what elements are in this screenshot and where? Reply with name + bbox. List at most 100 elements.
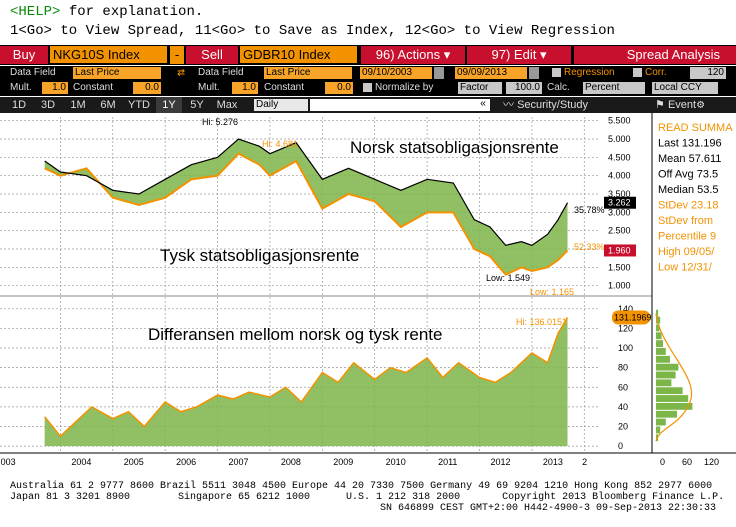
corr-value-input[interactable]: 120 <box>690 67 726 79</box>
y-tick-label: 100 <box>618 343 633 353</box>
y-tick-label: 120 <box>618 323 633 333</box>
summary-item: Mean 57.611 <box>658 153 721 165</box>
mult-label-1: Mult. <box>10 82 32 93</box>
hint-line: 1<Go> to View Spread, 11<Go> to Save as … <box>10 23 615 39</box>
security1-input[interactable]: NKG10S Index <box>50 46 167 63</box>
y-tick-label: 0 <box>618 441 623 451</box>
period-1d-button[interactable]: 1D <box>11 99 27 111</box>
annotation-hi-norsk: Hi: 5.276 <box>202 117 238 127</box>
summary-item: Last 131.196 <box>658 138 722 150</box>
constant-1-input[interactable]: 0.0 <box>133 82 161 94</box>
corr-checkbox[interactable] <box>633 68 642 77</box>
constant-2-input[interactable]: 0.0 <box>325 82 353 94</box>
y-tick-label: 20 <box>618 421 628 431</box>
ccy-select[interactable]: Local CCY <box>652 82 718 94</box>
hist-bar <box>656 316 661 324</box>
security-study-button[interactable]: 〰 Security/Study <box>503 97 588 113</box>
period-3d-button[interactable]: 3D <box>40 99 56 111</box>
data-field-2-select[interactable]: Last Price <box>264 67 352 79</box>
period-max-button[interactable]: Max <box>216 99 238 111</box>
summary-item: Off Avg 73.5 <box>658 169 718 181</box>
params-bar: Data Field Last Price ⇄ Data Field Last … <box>0 66 736 96</box>
chevron-down-icon: ▾ <box>539 47 547 62</box>
hist-bar <box>656 402 693 410</box>
buy-button[interactable]: Buy <box>0 46 48 64</box>
data-field-1-select[interactable]: Last Price <box>73 67 161 79</box>
y-tick-label: 3.000 <box>608 207 631 217</box>
annotation-low-tysk: Low: 1.165 <box>530 287 574 297</box>
annotation-norsk: Norsk statsobligasjonsrente <box>350 138 559 157</box>
period-5y-button[interactable]: 5Y <box>190 99 204 111</box>
annotation-hi-tysk: Hi: 4.681 <box>262 139 298 149</box>
hist-bar <box>656 410 677 418</box>
calendar-icon[interactable] <box>529 67 539 79</box>
y-tick-label: 80 <box>618 363 628 373</box>
factor-value-input[interactable]: 100.0 <box>506 82 542 94</box>
period-1y-button[interactable]: 1Y <box>156 97 182 113</box>
summary-panel <box>654 115 736 289</box>
regression-checkbox[interactable] <box>552 68 561 77</box>
hist-bar <box>656 418 666 426</box>
main-toolbar: Buy NKG10S Index - Sell GDBR10 Index 96)… <box>0 45 736 65</box>
annotation-diff: Differansen mellom norsk og tysk rente <box>148 325 442 344</box>
constant-label-1: Constant <box>73 82 114 93</box>
hist-bar <box>656 340 663 348</box>
y-tick-label: 4.500 <box>608 152 631 162</box>
edit-menu[interactable]: 97) Edit ▾ <box>467 46 571 64</box>
annotation-low-norsk: Low: 1.549 <box>486 273 530 283</box>
mult-1-input[interactable]: 1.0 <box>42 82 68 94</box>
calc-label: Calc. <box>547 82 570 93</box>
actions-menu[interactable]: 96) Actions ▾ <box>361 46 465 64</box>
frequency-select[interactable]: Daily <box>254 99 308 111</box>
date-from-input[interactable]: 09/10/2003 <box>360 67 432 79</box>
swap-icon[interactable]: ⇄ <box>177 65 185 80</box>
x-tick-label: 2 <box>582 457 587 467</box>
y-tick-label: 5.000 <box>608 134 631 144</box>
y-tick-label: 60 <box>618 382 628 392</box>
constant-label-2: Constant <box>264 82 305 93</box>
minus-button[interactable]: - <box>170 46 184 64</box>
x-tick-label: 2008 <box>281 457 301 467</box>
double-left-icon[interactable]: « <box>310 99 490 111</box>
summary-item: Median 53.5 <box>658 184 719 196</box>
sell-button[interactable]: Sell <box>186 46 238 64</box>
event-label: Event <box>667 99 697 111</box>
help-key[interactable]: <HELP> <box>10 4 61 20</box>
hist-curve <box>655 313 693 442</box>
normalize-checkbox[interactable] <box>363 83 372 92</box>
footer-line-3: SN 646899 CEST GMT+2:00 H442-4900-3 09-S… <box>380 503 717 514</box>
x-tick-label: 2012 <box>490 457 510 467</box>
gear-icon[interactable]: ⚙ <box>697 98 705 112</box>
summary-item: High 09/05/ <box>658 246 715 258</box>
series-tysk-line <box>44 152 569 276</box>
period-6m-button[interactable]: 6M <box>100 99 116 111</box>
calc-select[interactable]: Percent <box>583 82 645 94</box>
y-tick-label: 140 <box>618 304 633 314</box>
x-tick-label: 2010 <box>386 457 406 467</box>
x-tick-label: 2005 <box>124 457 144 467</box>
event-button[interactable]: ⚑ Event <box>655 97 696 113</box>
mult-label-2: Mult. <box>198 82 220 93</box>
mult-2-input[interactable]: 1.0 <box>232 82 258 94</box>
security2-input[interactable]: GDBR10 Index <box>240 46 357 63</box>
spread-analysis-title: Spread Analysis <box>574 46 736 64</box>
period-bar: 1D 3D 1M 6M YTD 1Y 5Y Max Daily « 〰 Security/St… <box>0 97 736 113</box>
x-tick-label: 2013 <box>543 457 563 467</box>
hist-bar <box>656 426 661 434</box>
x-tick-label: 2007 <box>229 457 249 467</box>
hist-bar <box>656 363 679 371</box>
security-study-label: Security/Study <box>517 99 588 111</box>
y-tick-label: 4.000 <box>608 171 631 181</box>
calendar-icon[interactable] <box>434 67 444 79</box>
period-1m-button[interactable]: 1M <box>70 99 86 111</box>
data-field-label-1: Data Field <box>10 67 56 78</box>
last-value-diff-box <box>612 310 650 325</box>
period-ytd-button[interactable]: YTD <box>128 99 150 111</box>
diff-area <box>44 317 568 447</box>
annotation-tysk: Tysk statsobligasjonsrente <box>160 246 359 265</box>
date-to-input[interactable]: 09/09/2013 <box>455 67 527 79</box>
factor-select[interactable]: Factor <box>458 82 502 94</box>
hist-bar <box>656 395 689 402</box>
hist-tick-label: 0 <box>660 457 665 467</box>
last-value-diff: 131.1969 <box>614 312 652 322</box>
